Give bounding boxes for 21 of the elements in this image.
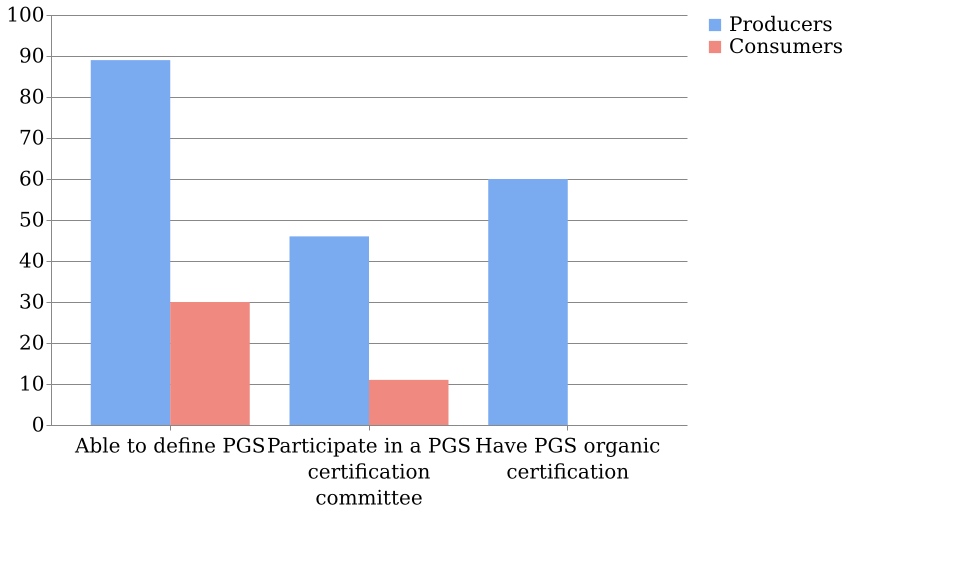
y-tick-label: 40 xyxy=(19,248,44,272)
y-tick-label: 70 xyxy=(19,126,44,150)
y-tick-label: 60 xyxy=(19,166,44,190)
x-tick-label: Able to define PGS xyxy=(74,434,266,458)
y-tick-label: 50 xyxy=(19,208,44,232)
x-tick-label: Have PGS organic certification xyxy=(475,434,660,484)
bar xyxy=(369,380,448,425)
y-tick-label: 10 xyxy=(19,372,44,396)
legend-label: Producers xyxy=(729,12,833,36)
bar xyxy=(290,236,369,425)
y-tick-label: 90 xyxy=(19,44,44,68)
legend-label: Consumers xyxy=(729,34,843,58)
y-tick-label: 100 xyxy=(6,2,44,26)
y-tick-label: 20 xyxy=(19,330,44,354)
y-tick-label: 0 xyxy=(32,412,44,436)
y-tick-label: 80 xyxy=(19,84,44,108)
bar xyxy=(488,179,568,425)
y-tick-label: 30 xyxy=(19,290,44,314)
x-tick-label: Participate in a PGS certification committee xyxy=(266,434,472,510)
bar xyxy=(90,60,170,425)
bar xyxy=(170,302,250,425)
